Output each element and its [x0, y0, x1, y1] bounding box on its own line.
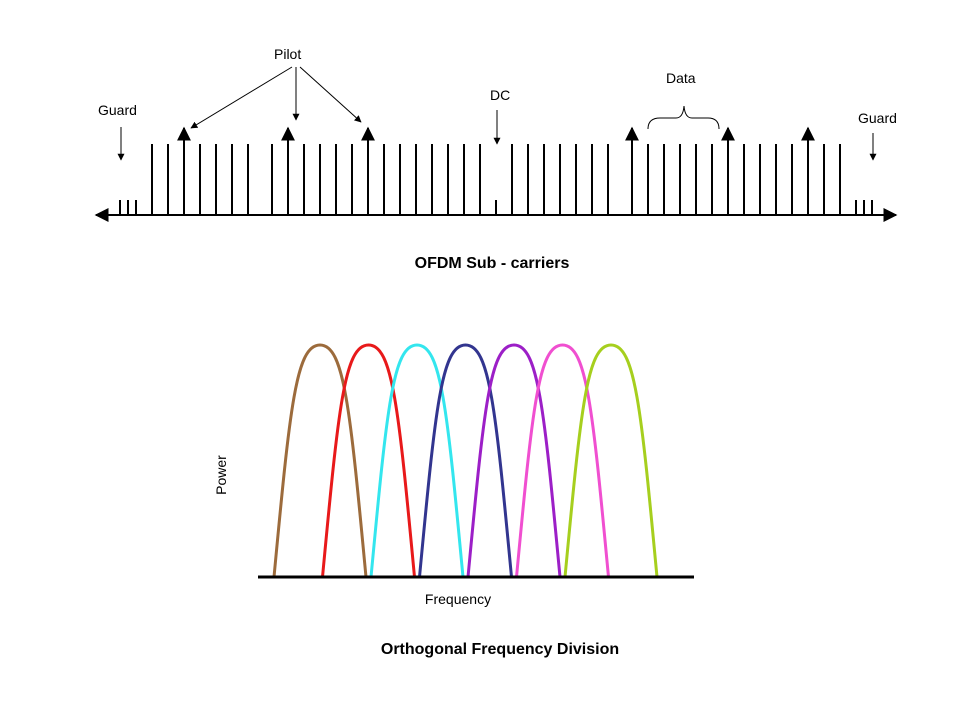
- subcarrier-spectrum-curve: [321, 343, 416, 578]
- subcarrier-spectrum-curve: [369, 343, 465, 578]
- guard-left-label: Guard: [98, 102, 137, 118]
- subcarrier-lines: [119, 126, 873, 215]
- subcarrier-spectrum-curve: [515, 343, 610, 578]
- data-label: Data: [666, 70, 696, 86]
- power-axis-label: Power: [213, 455, 229, 495]
- spectrum-title: Orthogonal Frequency Division: [381, 641, 619, 658]
- data-brace: [647, 105, 720, 130]
- pilot-arrow-3: [299, 66, 362, 123]
- subcarrier-spectrum-curve: [418, 343, 513, 578]
- spectrum-diagram: Power Frequency Orthogonal Frequency Div…: [213, 343, 694, 658]
- guard-right-label: Guard: [858, 110, 897, 126]
- pilot-arrow-1: [190, 66, 293, 129]
- dc-label: DC: [490, 87, 510, 103]
- subcarrier-spectrum-curve: [466, 343, 562, 578]
- subcarrier-spectrum-curve: [563, 343, 659, 578]
- frequency-axis-label: Frequency: [425, 591, 491, 607]
- subcarrier-spectrum-curve: [272, 343, 368, 578]
- subcarrier-diagram: Guard Pilot DC Data Guard OFDM Sub - car…: [94, 46, 898, 272]
- subcarrier-spectra: [272, 343, 659, 578]
- subcarrier-title: OFDM Sub - carriers: [415, 255, 570, 272]
- pilot-label: Pilot: [274, 46, 301, 62]
